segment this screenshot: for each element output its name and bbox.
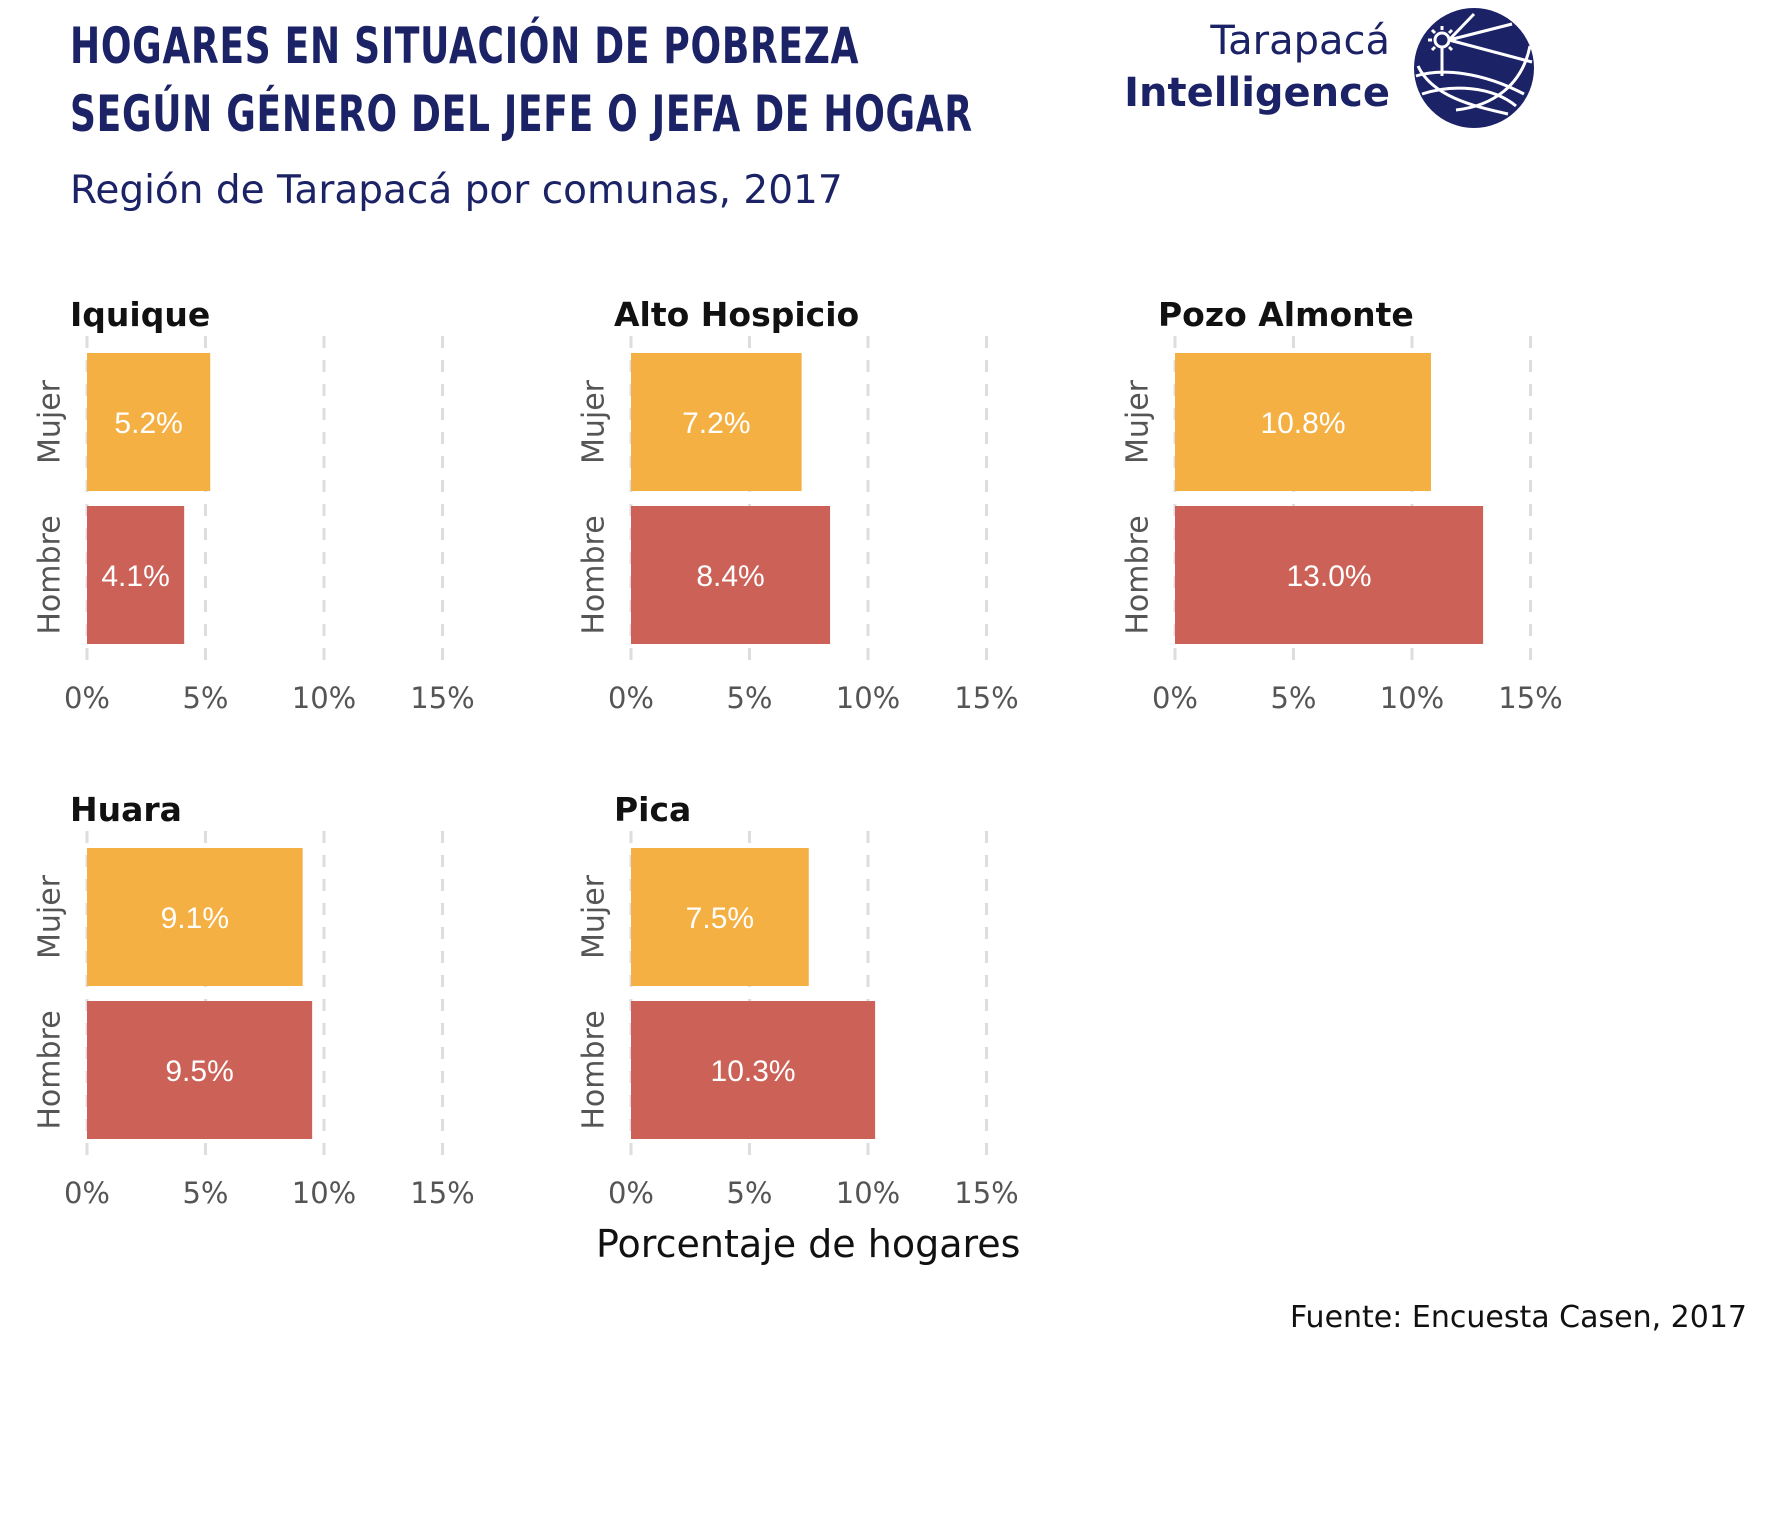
huara-x-tick-label: 15% xyxy=(410,1176,474,1210)
pica-x-tick-label: 10% xyxy=(836,1176,900,1210)
pozo-almonte-x-tick-label: 15% xyxy=(1498,681,1562,715)
alto-hospicio-panel-title: Alto Hospicio xyxy=(614,295,859,334)
iquique-bar-label-hombre: 4.1% xyxy=(101,560,169,593)
pica-x-tick-label: 0% xyxy=(608,1176,654,1210)
iquique-x-tick-label: 0% xyxy=(64,681,110,715)
chart-title-line-2: SEGÚN GÉNERO DEL JEFE O JEFA DE HOGAR xyxy=(70,85,973,143)
pica-bar-label-mujer: 7.5% xyxy=(686,902,754,935)
pozo-almonte-bar-mujer xyxy=(1175,353,1431,491)
pozo-almonte-x-tick-label: 5% xyxy=(1270,681,1316,715)
chart-title-line-1: HOGARES EN SITUACIÓN DE POBREZA xyxy=(70,17,860,75)
pica-category-label-hombre: Hombre xyxy=(577,1010,612,1129)
alto-hospicio-bar-label-mujer: 7.2% xyxy=(682,407,750,440)
x-axis-label: Porcentaje de hogares xyxy=(596,1222,1021,1266)
alto-hospicio-x-tick-label: 15% xyxy=(954,681,1018,715)
iquique-panel-title: Iquique xyxy=(70,295,210,334)
pozo-almonte-bar-label-hombre: 13.0% xyxy=(1287,560,1372,593)
pozo-almonte-category-label-mujer: Mujer xyxy=(1121,379,1156,464)
pica-bar-hombre xyxy=(631,1001,876,1139)
pica-bar-label-hombre: 10.3% xyxy=(711,1055,796,1088)
alto-hospicio-category-label-hombre: Hombre xyxy=(577,515,612,634)
pica-panel-title: Pica xyxy=(614,790,691,829)
huara-bar-mujer xyxy=(87,848,303,986)
pozo-almonte-x-tick-label: 10% xyxy=(1380,681,1444,715)
huara-x-tick-label: 5% xyxy=(182,1176,228,1210)
pozo-almonte-bar-label-mujer: 10.8% xyxy=(1260,407,1345,440)
alto-hospicio-category-label-mujer: Mujer xyxy=(577,379,612,464)
iquique-category-label-mujer: Mujer xyxy=(33,379,68,464)
pozo-almonte-bar-hombre xyxy=(1175,506,1484,644)
brand-name-line-1: Tarapacá xyxy=(1210,18,1390,64)
brand-logo: Tarapacá Intelligence xyxy=(1124,6,1540,131)
iquique-x-tick-label: 5% xyxy=(182,681,228,715)
pica-x-tick-label: 15% xyxy=(954,1176,1018,1210)
alto-hospicio-bar-mujer xyxy=(631,353,802,491)
alto-hospicio-x-tick-label: 5% xyxy=(726,681,772,715)
brand-name-line-2: Intelligence xyxy=(1124,70,1390,116)
huara-category-label-mujer: Mujer xyxy=(33,874,68,959)
pica-bar-mujer xyxy=(631,848,809,986)
chart-title: HOGARES EN SITUACIÓN DE POBREZA SEGÚN GÉ… xyxy=(70,12,973,148)
pozo-almonte-x-tick-label: 0% xyxy=(1152,681,1198,715)
alto-hospicio-x-tick-label: 10% xyxy=(836,681,900,715)
huara-bar-label-hombre: 9.5% xyxy=(165,1055,233,1088)
chart-subtitle: Región de Tarapacá por comunas, 2017 xyxy=(70,168,843,213)
huara-bar-label-mujer: 9.1% xyxy=(161,902,229,935)
alto-hospicio-x-tick-label: 0% xyxy=(608,681,654,715)
huara-bar-hombre xyxy=(87,1001,313,1139)
huara-x-tick-label: 0% xyxy=(64,1176,110,1210)
iquique-x-tick-label: 10% xyxy=(292,681,356,715)
alto-hospicio-bar-hombre xyxy=(631,506,831,644)
iquique-bar-label-mujer: 5.2% xyxy=(114,407,182,440)
huara-panel-title: Huara xyxy=(70,790,182,829)
iquique-bar-mujer xyxy=(87,353,211,491)
pica-x-tick-label: 5% xyxy=(726,1176,772,1210)
huara-category-label-hombre: Hombre xyxy=(33,1010,68,1129)
globe-sun-logo-icon xyxy=(1414,8,1534,128)
iquique-x-tick-label: 15% xyxy=(410,681,474,715)
alto-hospicio-bar-label-hombre: 8.4% xyxy=(696,560,764,593)
pozo-almonte-panel-title: Pozo Almonte xyxy=(1158,295,1414,334)
pica-category-label-mujer: Mujer xyxy=(577,874,612,959)
source-note: Fuente: Encuesta Casen, 2017 xyxy=(1289,1300,1747,1335)
iquique-bar-hombre xyxy=(87,506,185,644)
iquique-category-label-hombre: Hombre xyxy=(33,515,68,634)
pozo-almonte-category-label-hombre: Hombre xyxy=(1121,515,1156,634)
huara-x-tick-label: 10% xyxy=(292,1176,356,1210)
